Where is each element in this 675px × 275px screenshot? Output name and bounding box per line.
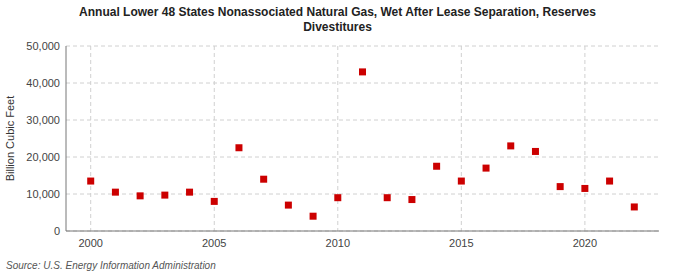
point — [260, 176, 267, 183]
axes: 0 10,000 20,000 30,000 40,000 50,000 2000 2005 2… — [26, 40, 659, 249]
y-tick-label: 0 — [54, 225, 60, 237]
point — [359, 68, 366, 75]
y-tick-label: 50,000 — [26, 40, 60, 52]
points — [87, 68, 638, 219]
point — [235, 144, 242, 151]
source-note: Source: U.S. Energy Information Administ… — [6, 260, 216, 271]
grid-line-y — [66, 120, 659, 121]
y-tick-label: 40,000 — [26, 77, 60, 89]
point — [631, 203, 638, 210]
grid-line-x — [337, 46, 338, 231]
grid-line-y — [66, 157, 659, 158]
x-tick-label: 2010 — [326, 237, 350, 249]
y-tick-label: 30,000 — [26, 114, 60, 126]
point — [532, 148, 539, 155]
point — [433, 163, 440, 170]
point — [606, 178, 613, 185]
x-tick-label: 2000 — [78, 237, 102, 249]
point — [161, 192, 168, 199]
point — [310, 213, 317, 220]
point — [137, 192, 144, 199]
point — [112, 189, 119, 196]
point — [408, 196, 415, 203]
y-axis-line — [66, 46, 67, 231]
chart: Annual Lower 48 States Nonassociated Nat… — [0, 0, 675, 275]
point — [581, 185, 588, 192]
grid-line-x — [584, 46, 585, 231]
grid-line-y — [66, 46, 659, 47]
point — [87, 178, 94, 185]
title: Annual Lower 48 States Nonassociated Nat… — [79, 5, 596, 34]
grid-line-x — [90, 46, 91, 231]
point — [186, 189, 193, 196]
grid — [66, 46, 659, 231]
grid-line-x — [461, 46, 462, 231]
x-tick-label: 2015 — [449, 237, 473, 249]
point — [384, 194, 391, 201]
x-tick-label: 2020 — [573, 237, 597, 249]
grid-line-y — [66, 231, 659, 232]
point — [334, 194, 341, 201]
point — [211, 198, 218, 205]
y-tick-label: 20,000 — [26, 151, 60, 163]
x-tick-label: 2005 — [202, 237, 226, 249]
y-axis-label: Billion Cubic Feet — [4, 96, 16, 182]
point — [285, 202, 292, 209]
point — [483, 165, 490, 172]
grid-line-y — [66, 83, 659, 84]
x-axis-line — [66, 231, 659, 232]
y-tick-label: 10,000 — [26, 188, 60, 200]
grid-line-y — [66, 194, 659, 195]
point — [458, 178, 465, 185]
point — [557, 183, 564, 190]
point — [507, 142, 514, 149]
